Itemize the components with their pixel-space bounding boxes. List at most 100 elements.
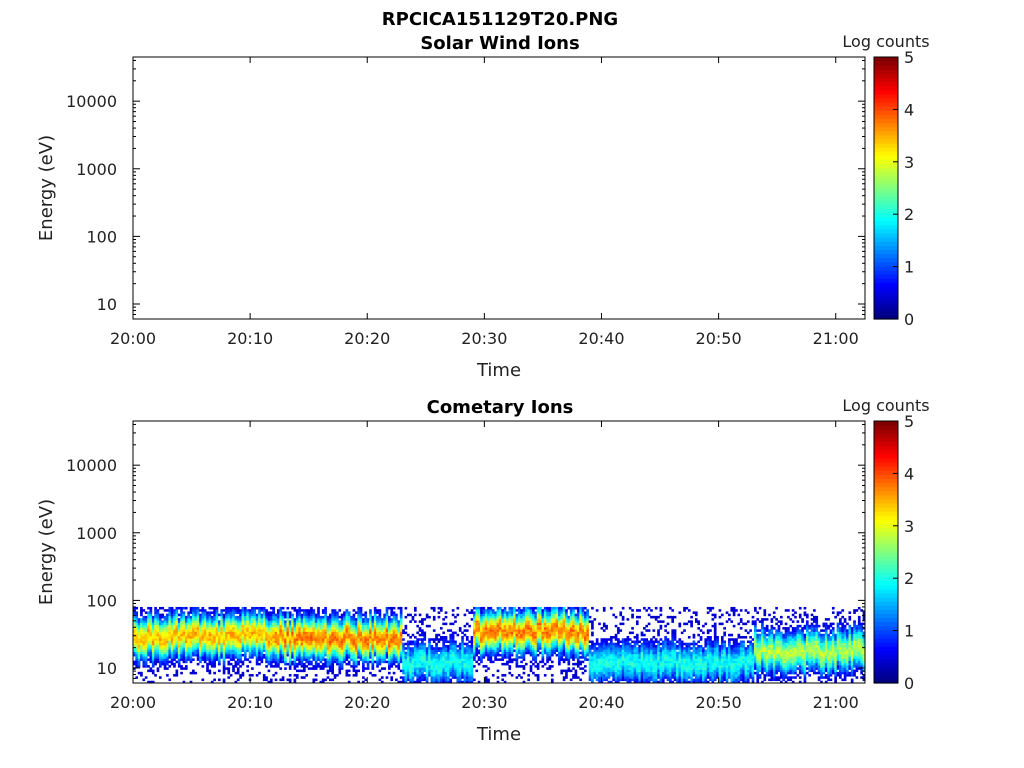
heatmap-cell: [354, 633, 358, 637]
heatmap-cell: [520, 613, 523, 617]
heatmap-cell: [286, 618, 290, 621]
heatmap-cell: [432, 667, 436, 670]
heatmap-cell: [494, 622, 497, 626]
heatmap-cell: [208, 622, 212, 626]
heatmap-cell: [166, 636, 169, 639]
heatmap-cell: [265, 624, 268, 628]
heatmap-cell: [225, 618, 228, 621]
heatmap-cell: [357, 609, 360, 612]
heatmap-cell: [177, 647, 181, 650]
heatmap-cell: [149, 633, 153, 637]
heatmap-cell: [449, 662, 453, 666]
heatmap-cell: [388, 660, 391, 664]
heatmap-cell: [428, 615, 431, 619]
heatmap-cell: [333, 640, 337, 644]
heatmap-cell: [189, 620, 193, 623]
heatmap-cell: [480, 644, 483, 648]
heatmap-cell: [135, 649, 139, 652]
heatmap-cell: [255, 627, 259, 630]
heatmap-cell: [413, 609, 417, 612]
heatmap-cell: [522, 667, 526, 670]
heatmap-cell: [569, 615, 573, 619]
heatmap-cell: [586, 651, 590, 655]
heatmap-cell: [558, 658, 561, 661]
heatmap-cell: [303, 631, 306, 635]
heatmap-cell: [194, 624, 198, 628]
heatmap-cell: [317, 629, 320, 632]
heatmap-cell: [406, 651, 410, 655]
heatmap-cell: [253, 627, 257, 630]
heatmap-cell: [133, 631, 136, 635]
heatmap-cell: [484, 615, 488, 619]
heatmap-cell: [555, 642, 559, 646]
heatmap-cell: [584, 606, 587, 610]
heatmap-cell: [494, 615, 497, 619]
heatmap-cell: [383, 615, 386, 619]
heatmap-cell: [154, 606, 157, 610]
heatmap-cell: [468, 669, 471, 673]
heatmap-cell: [461, 647, 464, 650]
heatmap-cell: [477, 618, 481, 621]
heatmap-cell: [364, 611, 368, 614]
heatmap-cell: [359, 636, 363, 639]
heatmap-cell: [449, 636, 453, 639]
heatmap-cell: [328, 629, 332, 632]
heatmap-cell: [451, 644, 455, 648]
heatmap-cell: [468, 651, 471, 655]
heatmap-cell: [144, 633, 148, 637]
heatmap-cell: [364, 640, 368, 644]
heatmap-cell: [465, 678, 469, 682]
heatmap-cell: [156, 629, 160, 632]
heatmap-cell: [158, 613, 162, 617]
heatmap-cell: [347, 656, 351, 659]
heatmap-cell: [248, 629, 252, 632]
heatmap-cell: [284, 640, 287, 644]
heatmap-cell: [295, 636, 299, 639]
heatmap-cell: [572, 647, 575, 650]
heatmap-cell: [487, 642, 490, 646]
heatmap-cell: [192, 642, 195, 646]
heatmap-cell: [489, 620, 493, 623]
heatmap-cell: [477, 642, 481, 646]
heatmap-cell: [437, 615, 441, 619]
heatmap-cell: [151, 644, 155, 648]
heatmap-cell: [135, 606, 139, 610]
heatmap-cell: [303, 620, 306, 623]
heatmap-cell: [532, 622, 535, 626]
heatmap-cell: [357, 613, 360, 617]
heatmap-cell: [321, 644, 325, 648]
heatmap-cell: [248, 656, 252, 659]
heatmap-cell: [484, 638, 488, 641]
heatmap-cell: [484, 653, 488, 657]
heatmap-cell: [239, 649, 242, 652]
heatmap-cell: [532, 618, 535, 621]
x-tick-label: 20:50: [696, 329, 742, 348]
heatmap-cell: [232, 631, 235, 635]
heatmap-cell: [491, 622, 495, 626]
heatmap-cell: [163, 665, 167, 668]
heatmap-cell: [406, 649, 410, 652]
heatmap-cell: [362, 644, 365, 648]
heatmap-cell: [288, 647, 292, 650]
heatmap-cell: [475, 609, 479, 612]
heatmap-cell: [470, 651, 474, 655]
heatmap-cell: [154, 638, 157, 641]
heatmap-cell: [480, 638, 483, 641]
heatmap-cell: [328, 624, 332, 628]
heatmap-cell: [553, 647, 556, 650]
heatmap-cell: [413, 680, 417, 684]
colorbar-swatch: [874, 228, 898, 234]
heatmap-cell: [543, 618, 547, 621]
heatmap-cell: [510, 636, 514, 639]
heatmap-cell: [333, 658, 337, 661]
heatmap-cell: [307, 609, 311, 612]
heatmap-cell: [173, 615, 176, 619]
heatmap-cell: [218, 644, 221, 648]
heatmap-cell: [508, 615, 512, 619]
heatmap-cell: [406, 656, 410, 659]
heatmap-cell: [189, 636, 193, 639]
heatmap-cell: [581, 636, 585, 639]
heatmap-cell: [239, 615, 242, 619]
heatmap-cell: [293, 638, 297, 641]
heatmap-cell: [196, 636, 200, 639]
